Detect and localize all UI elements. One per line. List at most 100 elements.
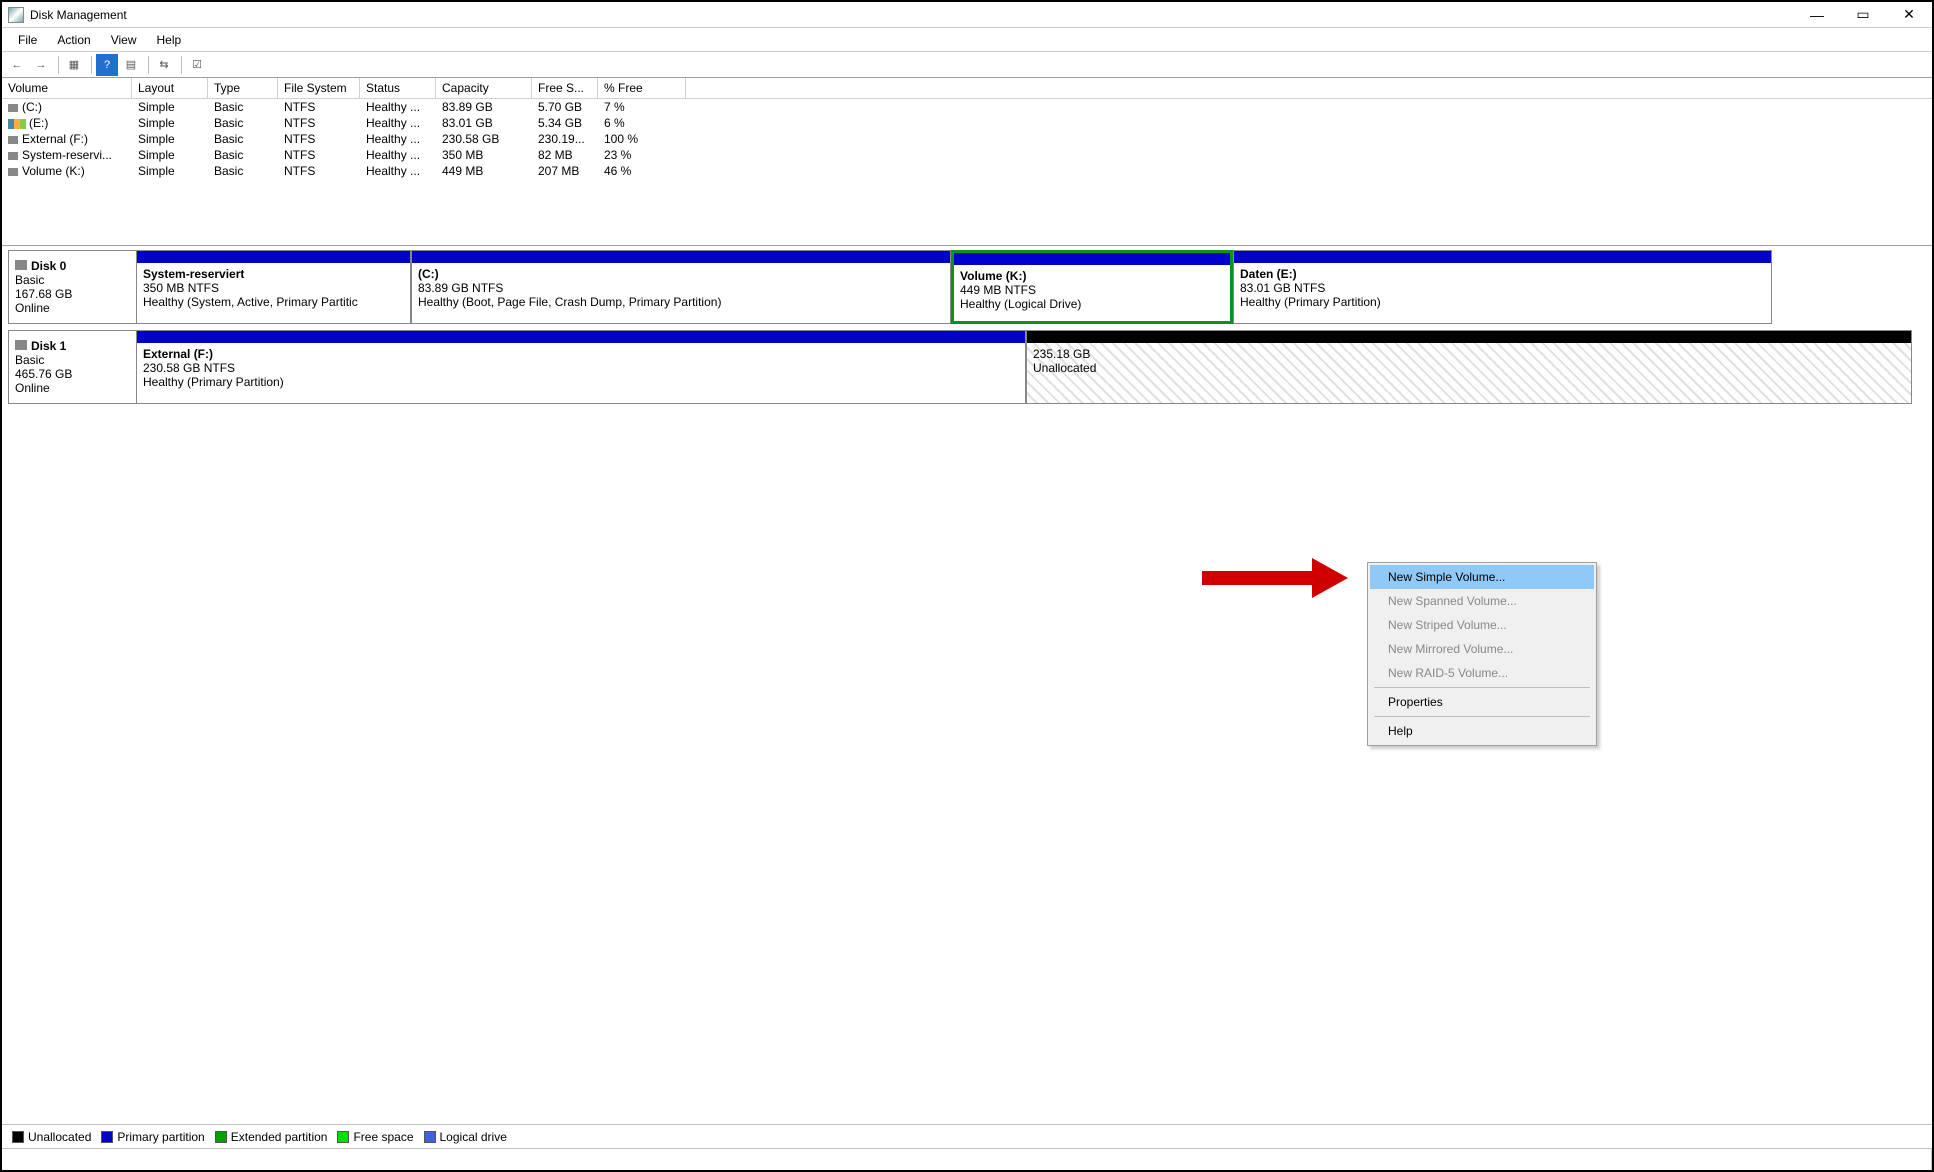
partition[interactable]: Volume (K:)449 MB NTFSHealthy (Logical D… <box>951 250 1233 324</box>
cell-pct: 23 % <box>598 147 686 163</box>
cell-free: 230.19... <box>532 131 598 147</box>
col-volume[interactable]: Volume <box>2 78 132 98</box>
titlebar: Disk Management — ▭ ✕ <box>2 2 1932 28</box>
back-button[interactable]: ← <box>6 54 28 76</box>
disk-type: Basic <box>15 273 130 287</box>
drive-icon <box>8 136 18 144</box>
cell-layout: Simple <box>132 163 208 179</box>
partition[interactable]: Daten (E:)83.01 GB NTFSHealthy (Primary … <box>1233 250 1772 324</box>
legend-item: Unallocated <box>12 1130 91 1144</box>
context-menu-item: New RAID-5 Volume... <box>1370 661 1594 685</box>
col-layout[interactable]: Layout <box>132 78 208 98</box>
cell-type: Basic <box>208 115 278 131</box>
partition-bar <box>1027 331 1911 343</box>
legend-swatch <box>215 1131 227 1143</box>
col-type[interactable]: Type <box>208 78 278 98</box>
menu-action[interactable]: Action <box>47 30 100 50</box>
disk-name: Disk 0 <box>15 259 130 273</box>
help-icon[interactable]: ? <box>96 54 118 76</box>
menu-file[interactable]: File <box>8 30 47 50</box>
disk-icon <box>15 340 27 350</box>
legend: UnallocatedPrimary partitionExtended par… <box>2 1124 1932 1148</box>
volume-row[interactable]: (C:)SimpleBasicNTFSHealthy ...83.89 GB5.… <box>2 99 1932 115</box>
volume-row[interactable]: System-reservi...SimpleBasicNTFSHealthy … <box>2 147 1932 163</box>
disk-capacity: 465.76 GB <box>15 367 130 381</box>
maximize-button[interactable]: ▭ <box>1840 2 1886 28</box>
col-freespace[interactable]: Free S... <box>532 78 598 98</box>
disk-status: Online <box>15 301 130 315</box>
cell-free: 207 MB <box>532 163 598 179</box>
cell-volume: (C:) <box>2 99 132 115</box>
cell-type: Basic <box>208 99 278 115</box>
partition[interactable]: (C:)83.89 GB NTFSHealthy (Boot, Page Fil… <box>411 250 951 324</box>
col-pctfree[interactable]: % Free <box>598 78 686 98</box>
close-button[interactable]: ✕ <box>1886 2 1932 28</box>
toolbar-separator <box>58 56 59 74</box>
volume-row[interactable]: Volume (K:)SimpleBasicNTFSHealthy ...449… <box>2 163 1932 179</box>
legend-item: Free space <box>337 1130 413 1144</box>
grid-icon[interactable]: ▦ <box>63 54 85 76</box>
context-menu-item[interactable]: New Simple Volume... <box>1370 565 1594 589</box>
partition-label: (C:) <box>418 267 944 281</box>
menu-help[interactable]: Help <box>147 30 192 50</box>
col-status[interactable]: Status <box>360 78 436 98</box>
col-capacity[interactable]: Capacity <box>436 78 532 98</box>
cell-status: Healthy ... <box>360 147 436 163</box>
cell-pct: 46 % <box>598 163 686 179</box>
partition-body: Daten (E:)83.01 GB NTFSHealthy (Primary … <box>1234 263 1771 313</box>
context-menu-separator <box>1374 687 1590 688</box>
drive-icon <box>8 152 18 160</box>
partition-bar <box>137 251 410 263</box>
partition-bar <box>412 251 950 263</box>
disk-info[interactable]: Disk 0Basic167.68 GBOnline <box>8 250 136 324</box>
context-menu: New Simple Volume...New Spanned Volume..… <box>1367 562 1597 746</box>
partition-sub: 83.89 GB NTFS <box>418 281 944 295</box>
menu-view[interactable]: View <box>101 30 147 50</box>
cell-capacity: 230.58 GB <box>436 131 532 147</box>
partition-label: External (F:) <box>143 347 1019 361</box>
volume-list-header: Volume Layout Type File System Status Ca… <box>2 78 1932 99</box>
legend-swatch <box>337 1131 349 1143</box>
cell-capacity: 83.89 GB <box>436 99 532 115</box>
minimize-button[interactable]: — <box>1794 2 1840 28</box>
cell-pct: 6 % <box>598 115 686 131</box>
partition-unallocated[interactable]: 235.18 GBUnallocated <box>1026 330 1912 404</box>
cell-free: 5.34 GB <box>532 115 598 131</box>
cell-pct: 100 % <box>598 131 686 147</box>
refresh-icon[interactable]: ⇆ <box>153 54 175 76</box>
legend-swatch <box>424 1131 436 1143</box>
volume-list-body[interactable]: (C:)SimpleBasicNTFSHealthy ...83.89 GB5.… <box>2 99 1932 245</box>
statusbar-cell <box>1732 1149 1932 1170</box>
partition-health: Healthy (Logical Drive) <box>960 297 1224 311</box>
volume-row[interactable]: (E:)SimpleBasicNTFSHealthy ...83.01 GB5.… <box>2 115 1932 131</box>
partition-sub: 235.18 GB <box>1033 347 1905 361</box>
window-title: Disk Management <box>30 8 127 22</box>
cell-status: Healthy ... <box>360 163 436 179</box>
partition[interactable]: System-reserviert350 MB NTFSHealthy (Sys… <box>136 250 411 324</box>
partition-bar <box>954 253 1230 265</box>
forward-button[interactable]: → <box>30 54 52 76</box>
partition[interactable]: External (F:)230.58 GB NTFSHealthy (Prim… <box>136 330 1026 404</box>
toolbar-separator <box>181 56 182 74</box>
drive-icon <box>8 104 18 112</box>
cell-free: 5.70 GB <box>532 99 598 115</box>
context-menu-item[interactable]: Help <box>1370 719 1594 743</box>
cell-volume: External (F:) <box>2 131 132 147</box>
col-filesystem[interactable]: File System <box>278 78 360 98</box>
cell-volume: Volume (K:) <box>2 163 132 179</box>
legend-swatch <box>101 1131 113 1143</box>
context-menu-item[interactable]: Properties <box>1370 690 1594 714</box>
partition-bar <box>1234 251 1771 263</box>
partition-label: System-reserviert <box>143 267 404 281</box>
list-icon[interactable]: ▤ <box>120 54 142 76</box>
volume-list: Volume Layout Type File System Status Ca… <box>2 78 1932 246</box>
disk-info[interactable]: Disk 1Basic465.76 GBOnline <box>8 330 136 404</box>
cell-status: Healthy ... <box>360 115 436 131</box>
context-menu-item: New Striped Volume... <box>1370 613 1594 637</box>
cell-type: Basic <box>208 131 278 147</box>
check-icon[interactable]: ☑ <box>186 54 208 76</box>
arrow-head <box>1312 558 1348 598</box>
volume-row[interactable]: External (F:)SimpleBasicNTFSHealthy ...2… <box>2 131 1932 147</box>
cell-type: Basic <box>208 147 278 163</box>
partition-sub: 83.01 GB NTFS <box>1240 281 1765 295</box>
